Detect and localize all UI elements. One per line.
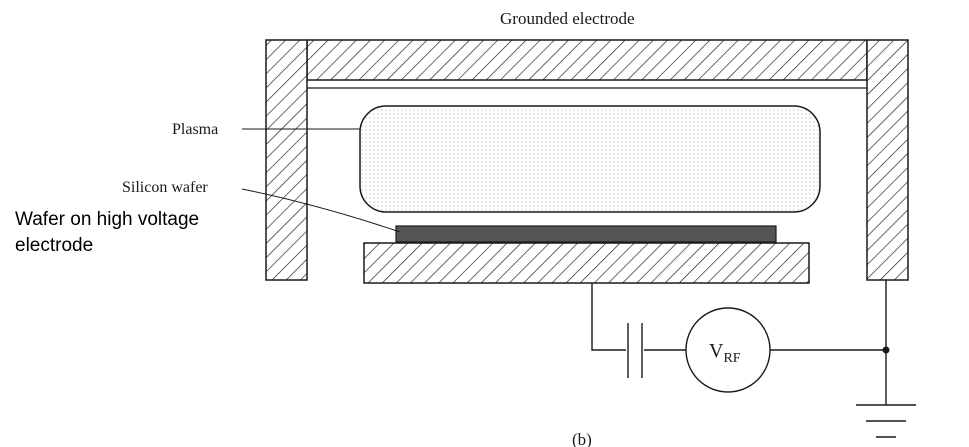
rf-circuit [591,280,916,438]
grounded-electrode-top [306,39,868,81]
wafer-on-hv-label-line2: electrode [15,235,93,256]
plasma-region [359,105,821,213]
wire-electrode-to-capacitor [591,283,626,351]
silicon-wafer-label: Silicon wafer [122,179,208,196]
vrf-label: VRF [709,340,741,366]
grounded-electrode [265,39,909,281]
silicon-wafer-leader-line [241,188,401,233]
junction-dot [882,346,890,354]
vrf-label-subscript: RF [723,351,740,366]
figure-caption: (b) [572,430,592,447]
rf-source [685,307,771,393]
grounded-electrode-left-wall [265,39,308,281]
vrf-label-main: V [709,340,724,362]
high-voltage-electrode [363,242,810,284]
silicon-wafer [395,225,777,243]
grounded-electrode-right-wall [866,39,909,281]
plasma-label: Plasma [172,121,218,138]
grounded-electrode-label: Grounded electrode [500,9,635,28]
wafer-on-hv-label-line1: Wafer on high voltage [15,209,199,230]
